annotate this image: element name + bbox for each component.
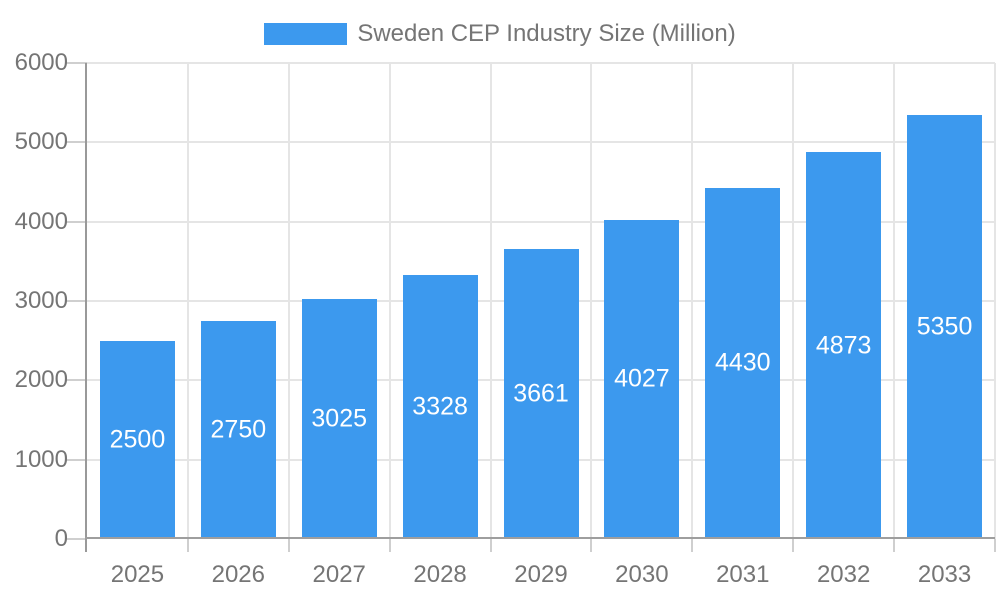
- y-tick-label: 6000: [14, 49, 68, 76]
- y-tick-stub: [67, 62, 87, 64]
- x-tick: [287, 539, 290, 552]
- gridline-h: [87, 62, 995, 64]
- bar-value-label: 3025: [311, 404, 368, 433]
- gridline-v: [489, 63, 492, 539]
- gridline-h: [87, 220, 995, 223]
- legend-swatch-icon: [264, 23, 348, 45]
- bar-2031[interactable]: [705, 187, 781, 539]
- y-tick-label: 3000: [14, 287, 68, 314]
- bar-value-label: 4430: [714, 348, 771, 377]
- x-tick-label: 2028: [413, 561, 467, 588]
- bar-2032[interactable]: [806, 152, 882, 539]
- gridline-v: [388, 63, 391, 539]
- y-tick-stub: [67, 458, 87, 461]
- x-tick-label: 2029: [514, 561, 568, 588]
- x-tick-label: 2025: [110, 561, 165, 588]
- y-tick-label: 0: [54, 525, 68, 552]
- x-tick: [994, 539, 996, 552]
- gridline-v: [792, 63, 795, 539]
- x-tick: [489, 539, 492, 552]
- legend[interactable]: Sweden CEP Industry Size (Million): [0, 20, 1000, 48]
- x-tick: [691, 539, 694, 552]
- bar-value-label: 4873: [815, 331, 872, 360]
- gridline-v: [893, 63, 896, 539]
- x-tick: [186, 539, 189, 552]
- x-tick: [590, 539, 593, 552]
- y-tick-stub: [67, 220, 87, 223]
- x-tick: [388, 539, 391, 552]
- gridline-h: [87, 141, 995, 144]
- bar-2027[interactable]: [301, 299, 377, 539]
- y-axis-line: [85, 63, 87, 552]
- bar-value-label: 2750: [210, 415, 267, 444]
- gridline-v: [287, 63, 290, 539]
- bar-value-label: 4027: [614, 364, 670, 393]
- bar-value-label: 5350: [916, 312, 973, 341]
- bar-2033[interactable]: [907, 114, 983, 539]
- x-tick-label: 2032: [816, 561, 871, 588]
- y-tick-label: 5000: [14, 128, 68, 156]
- bar-2025[interactable]: [99, 340, 175, 539]
- bar-value-label: 3661: [513, 379, 569, 408]
- gridline-v: [590, 63, 593, 539]
- gridline-v: [186, 63, 189, 539]
- x-tick: [792, 539, 795, 552]
- y-tick-stub: [67, 300, 87, 302]
- x-tick: [893, 539, 896, 552]
- y-tick-label: 1000: [14, 445, 68, 473]
- bar-value-label: 2500: [109, 425, 166, 454]
- plot-area: 0 1000 2000 3000 4000 5000 6000 2500 2750 3025 332…: [15, 51, 996, 587]
- x-tick-label: 2026: [211, 561, 265, 588]
- y-tick-stub: [67, 141, 87, 144]
- x-tick-label: 2027: [312, 561, 366, 588]
- bar-2028[interactable]: [402, 274, 478, 539]
- x-tick-label: 2033: [917, 561, 972, 588]
- gridline-v: [691, 63, 694, 539]
- x-tick-label: 2030: [615, 561, 669, 588]
- gridline-v: [994, 63, 996, 539]
- y-tick-stub: [67, 538, 87, 540]
- bar-value-label: 3328: [412, 392, 468, 421]
- bar-2026[interactable]: [200, 320, 276, 539]
- legend-label: Sweden CEP Industry Size (Million): [357, 20, 736, 47]
- x-tick-label: 2031: [716, 561, 770, 588]
- bar-2029[interactable]: [503, 248, 579, 539]
- y-tick-label: 2000: [14, 366, 68, 394]
- x-axis-line: [85, 537, 995, 539]
- bar-2030[interactable]: [604, 219, 680, 539]
- y-tick-label: 4000: [14, 207, 68, 235]
- y-tick-stub: [67, 379, 87, 382]
